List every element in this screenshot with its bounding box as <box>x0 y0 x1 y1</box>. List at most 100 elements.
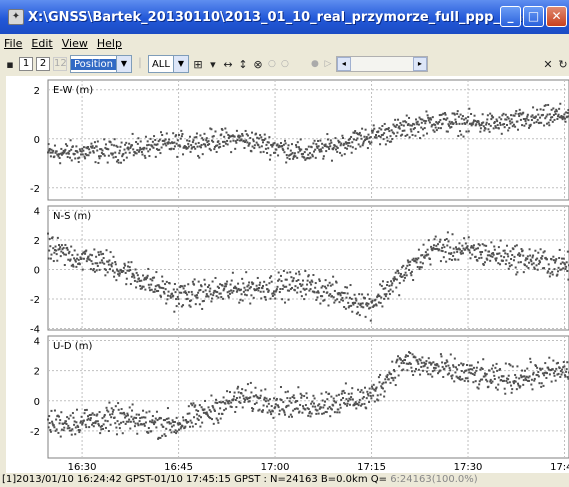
separator-icon: │ <box>137 59 143 69</box>
plot12-button[interactable]: 12 <box>53 57 67 71</box>
data-point <box>470 372 473 375</box>
data-point <box>268 276 271 279</box>
data-point <box>459 378 462 381</box>
data-point <box>456 250 459 253</box>
data-point <box>71 145 74 148</box>
panel-frame <box>47 205 569 331</box>
data-point <box>77 429 80 432</box>
data-point <box>552 113 555 116</box>
data-point <box>373 388 376 391</box>
data-point <box>530 378 533 381</box>
data-point <box>206 143 209 146</box>
data-point <box>326 133 329 136</box>
data-point <box>459 248 462 251</box>
menu-view[interactable]: View <box>61 36 88 50</box>
data-point <box>215 417 218 420</box>
data-point <box>314 156 317 159</box>
data-point <box>301 411 304 414</box>
data-point <box>423 256 426 259</box>
data-point <box>260 389 263 392</box>
satellite-filter-select[interactable]: ALL ▼ <box>147 55 189 73</box>
menu-edit[interactable]: Edit <box>31 36 53 50</box>
data-point <box>358 401 361 404</box>
y-tick-label: -2 <box>30 427 40 438</box>
data-point <box>180 305 183 308</box>
data-point <box>245 271 248 274</box>
center-icon[interactable]: ⊞ <box>193 57 203 71</box>
data-point <box>421 254 424 257</box>
point-icon[interactable]: ○ <box>267 59 276 69</box>
animation-icon[interactable]: ● <box>310 59 319 69</box>
point-icon[interactable]: ○ <box>280 59 289 69</box>
data-point <box>521 124 524 127</box>
data-point <box>563 117 566 120</box>
fit-horizontal-icon[interactable]: ↔ <box>223 57 233 71</box>
data-point <box>333 411 336 414</box>
data-point <box>211 297 214 300</box>
data-point <box>521 249 524 252</box>
connect-icon[interactable]: ▪ <box>6 57 14 71</box>
data-point <box>349 284 352 287</box>
minimize-button[interactable]: _ <box>500 6 521 27</box>
data-point <box>126 265 129 268</box>
data-point <box>172 294 175 297</box>
data-point <box>95 269 98 272</box>
data-point <box>53 409 56 412</box>
data-point <box>532 373 535 376</box>
menu-file[interactable]: File <box>4 36 23 50</box>
menu-help[interactable]: Help <box>96 36 122 50</box>
scroll-left-icon[interactable]: ◂ <box>336 57 351 71</box>
data-point <box>242 397 245 400</box>
data-point <box>315 143 318 146</box>
show-track-icon[interactable]: ⊗ <box>253 57 263 71</box>
data-point <box>128 418 131 421</box>
time-scrollbar[interactable]: ◂ ▸ <box>335 56 428 72</box>
data-point <box>351 146 354 149</box>
data-point <box>515 273 518 276</box>
data-point <box>510 391 513 394</box>
data-point <box>157 436 160 439</box>
plot2-button[interactable]: 2 <box>36 57 50 71</box>
close-button[interactable]: ✕ <box>546 6 567 27</box>
data-point <box>191 146 194 149</box>
data-point <box>552 255 555 258</box>
data-point <box>144 288 147 291</box>
data-point <box>115 268 118 271</box>
play-icon[interactable]: ▷ <box>324 59 332 69</box>
data-point <box>308 289 311 292</box>
plot-area[interactable]: 2 0 -2 E-W (m) 4 2 0 -2 -4 N-S (m) 4 2 0 -2 U-D (m) 16:… <box>6 76 569 473</box>
data-point <box>419 118 422 121</box>
data-point <box>104 426 107 429</box>
data-point <box>327 304 330 307</box>
data-point <box>360 137 363 140</box>
data-point <box>110 407 113 410</box>
data-point <box>474 255 477 258</box>
data-point <box>303 151 306 154</box>
reload-icon[interactable]: ↻ <box>558 57 568 71</box>
data-point <box>540 121 543 124</box>
data-point <box>482 263 485 266</box>
clear-icon[interactable]: ✕ <box>543 57 553 71</box>
plot-type-select[interactable]: Position ▼ <box>70 55 132 73</box>
data-point <box>555 258 558 261</box>
data-point <box>506 381 509 384</box>
fit-vertical-icon[interactable]: ↕ <box>238 57 248 71</box>
data-point <box>143 424 146 427</box>
data-point <box>566 361 569 364</box>
data-point <box>74 149 77 152</box>
dropdown-arrow-icon[interactable]: ▾ <box>210 57 216 71</box>
data-point <box>419 261 422 264</box>
data-point <box>510 118 513 121</box>
data-point <box>263 280 266 283</box>
title-bar[interactable]: ✦ X:\GNSS\Bartek_20130110\2013_01_10_rea… <box>0 0 569 34</box>
data-point <box>493 245 496 248</box>
data-point <box>544 104 547 107</box>
maximize-button[interactable]: □ <box>523 6 544 27</box>
data-point <box>273 151 276 154</box>
scroll-right-icon[interactable]: ▸ <box>412 57 427 71</box>
data-point <box>357 404 360 407</box>
plot1-button[interactable]: 1 <box>19 57 33 71</box>
position-plot[interactable]: 20-2E-W (m)420-2-4N-S (m)420-2U-D (m)16:… <box>6 76 569 473</box>
data-point <box>419 359 422 362</box>
data-point <box>222 140 225 143</box>
